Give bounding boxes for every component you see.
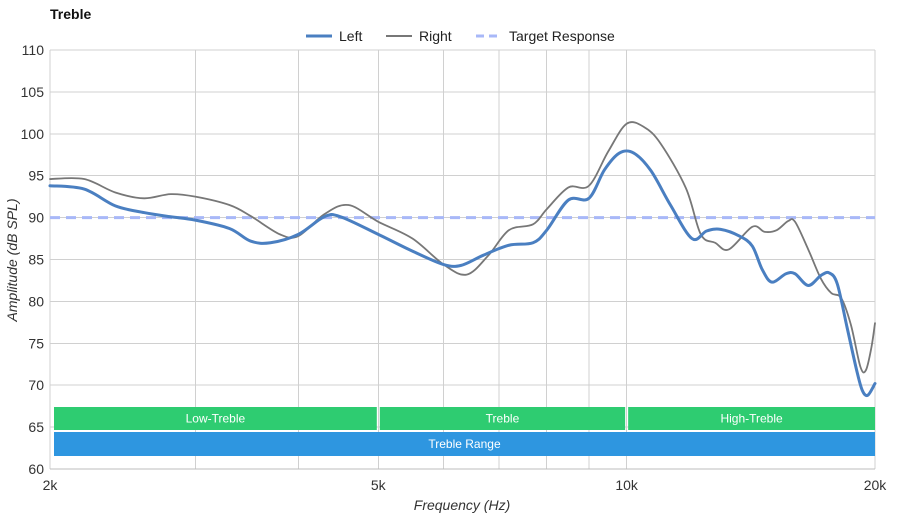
grid: [49, 49, 876, 470]
band-label: Low-Treble: [186, 412, 246, 426]
band-label: Treble: [486, 412, 520, 426]
y-tick-label: 90: [28, 210, 44, 226]
y-tick-label: 75: [28, 335, 44, 351]
x-tick-label: 5k: [371, 477, 387, 493]
axes: 60 65 70 75 80 85 90 95 100 105 110 2k 5k 10k 20k: [21, 42, 888, 493]
y-tick-label: 95: [28, 168, 44, 184]
band-treble-range: [54, 432, 875, 456]
band-high-treble: [628, 407, 875, 430]
band-label: Treble Range: [428, 437, 501, 451]
series-line-left: [48, 149, 877, 398]
y-tick-label: 80: [28, 293, 44, 309]
band-label: High-Treble: [720, 412, 783, 426]
legend-label-target-response: Target Response: [509, 28, 615, 44]
y-tick-label: 65: [28, 419, 44, 435]
legend: Left Right Target Response: [306, 28, 615, 44]
x-tick-label: 10k: [615, 477, 639, 493]
legend-label-left: Left: [339, 28, 362, 44]
range-bands: Low-Treble Treble High-Treble Treble Range: [54, 407, 875, 456]
y-tick-label: 105: [21, 84, 45, 100]
y-tick-label: 110: [22, 42, 45, 58]
series-lines: [48, 121, 877, 398]
band-treble: [379, 407, 626, 430]
x-tick-label: 20k: [864, 477, 888, 493]
band-low-treble: [54, 407, 377, 430]
legend-label-right: Right: [419, 28, 452, 44]
y-tick-label: 70: [28, 377, 44, 393]
series-line-right: [49, 121, 876, 374]
chart-title: Treble: [50, 6, 91, 22]
x-tick-label: 2k: [43, 477, 59, 493]
y-axis-label: Amplitude (dB SPL): [4, 199, 20, 323]
y-tick-label: 100: [21, 126, 45, 142]
y-tick-label: 60: [28, 461, 44, 477]
y-tick-label: 85: [28, 252, 44, 268]
x-axis-label: Frequency (Hz): [414, 497, 510, 513]
